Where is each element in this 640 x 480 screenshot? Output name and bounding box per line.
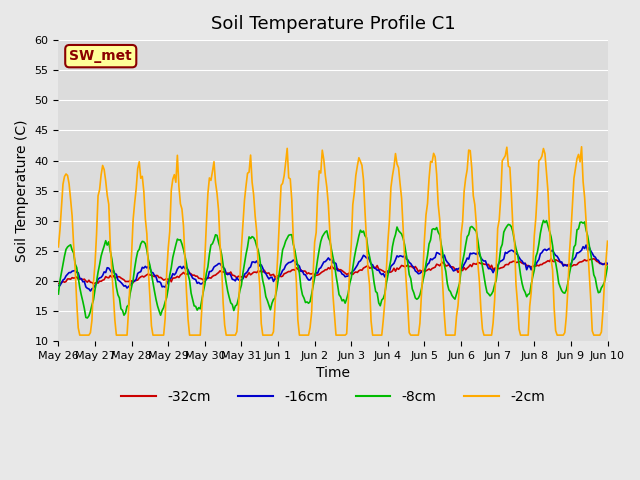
-16cm [582,242,590,248]
Line: -2cm: -2cm [58,147,607,335]
-8cm [540,217,547,223]
-16cm [54,283,62,288]
-16cm [538,250,546,255]
-2cm [70,242,77,248]
-32cm [387,269,395,275]
Line: -32cm: -32cm [58,259,607,284]
-8cm [54,291,62,297]
-16cm [70,268,77,274]
-2cm [399,225,407,230]
-32cm [158,276,166,281]
-32cm [54,281,62,287]
-8cm [70,250,77,256]
Line: -8cm: -8cm [58,220,607,318]
-32cm [70,275,77,281]
-2cm [76,332,84,338]
Line: -16cm: -16cm [58,245,607,291]
X-axis label: Time: Time [316,366,350,381]
-8cm [387,257,395,263]
-2cm [538,153,546,159]
-32cm [399,263,407,269]
-16cm [399,254,407,260]
-32cm [90,281,97,287]
-32cm [538,262,546,267]
-8cm [84,315,92,321]
-16cm [158,284,166,290]
-2cm [369,332,376,338]
-8cm [369,268,376,274]
-2cm [54,244,62,250]
-16cm [604,261,611,266]
-16cm [369,262,376,268]
-32cm [604,261,611,267]
Y-axis label: Soil Temperature (C): Soil Temperature (C) [15,120,29,262]
-2cm [158,332,166,338]
-8cm [538,223,546,228]
-32cm [369,264,376,270]
Title: Soil Temperature Profile C1: Soil Temperature Profile C1 [211,15,455,33]
Legend: -32cm, -16cm, -8cm, -2cm: -32cm, -16cm, -8cm, -2cm [116,384,550,409]
-8cm [158,308,166,313]
-32cm [547,256,555,262]
-2cm [387,185,395,191]
-8cm [399,235,407,241]
-2cm [604,239,611,244]
-16cm [86,288,94,294]
-2cm [578,144,586,150]
Text: SW_met: SW_met [69,49,132,63]
-8cm [604,264,611,269]
-16cm [387,264,395,269]
